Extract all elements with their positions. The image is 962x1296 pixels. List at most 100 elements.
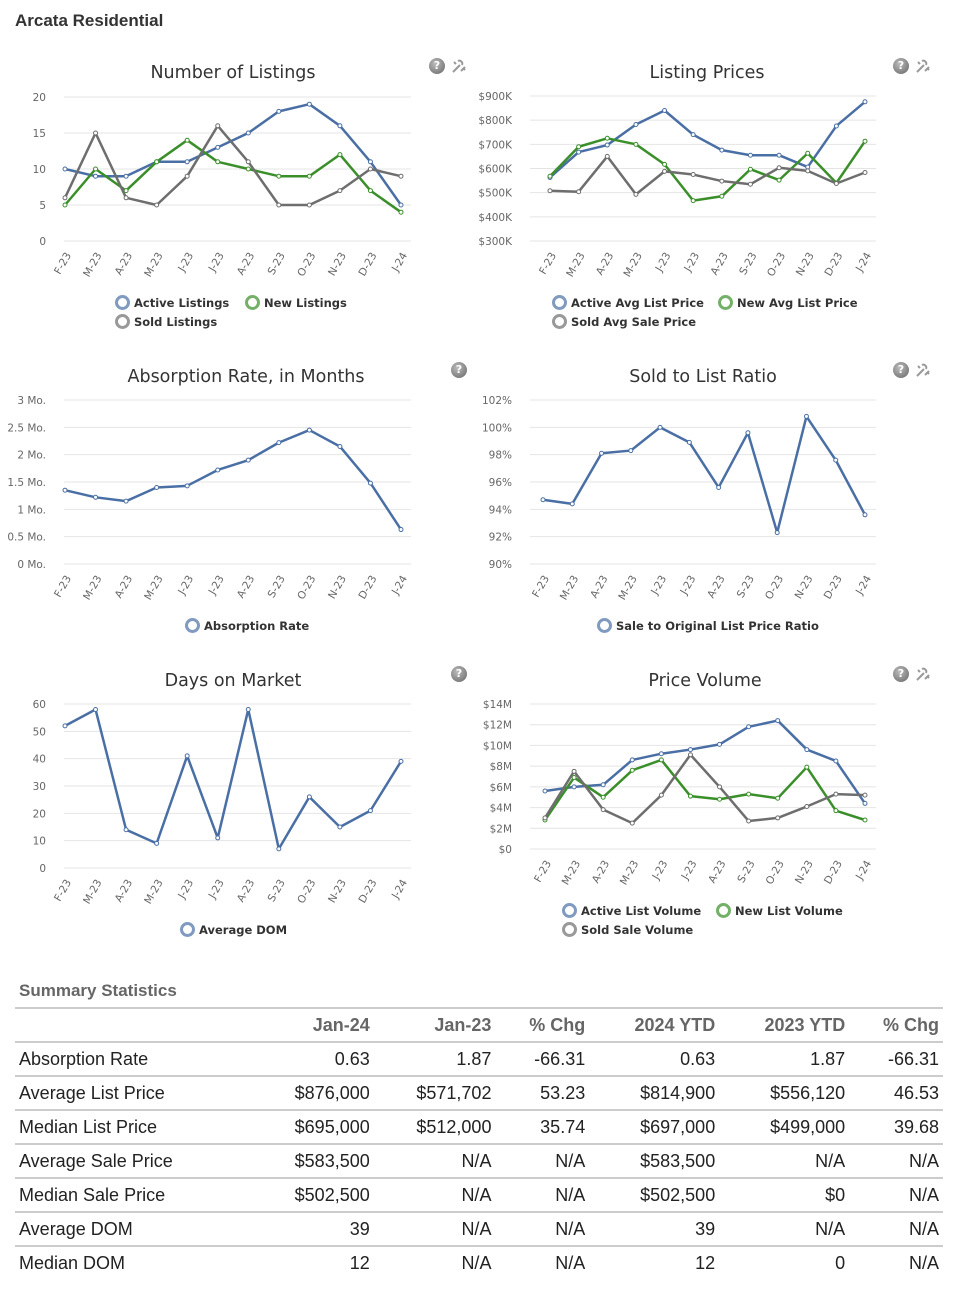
data-point[interactable] <box>690 172 696 178</box>
data-point[interactable] <box>215 467 221 473</box>
data-point[interactable] <box>154 202 160 208</box>
data-point[interactable] <box>662 108 668 113</box>
settings-tools-icon[interactable] <box>915 58 931 74</box>
data-point[interactable] <box>719 193 725 199</box>
settings-tools-icon[interactable] <box>451 58 467 74</box>
data-point[interactable] <box>306 202 312 208</box>
data-point[interactable] <box>276 846 282 852</box>
data-point[interactable] <box>367 808 373 814</box>
data-point[interactable] <box>628 448 634 454</box>
data-point[interactable] <box>690 132 696 138</box>
data-point[interactable] <box>276 108 282 114</box>
data-point[interactable] <box>746 818 752 824</box>
data-point[interactable] <box>215 159 221 165</box>
data-point[interactable] <box>629 757 635 763</box>
data-point[interactable] <box>804 804 810 810</box>
data-point[interactable] <box>245 706 251 712</box>
data-point[interactable] <box>833 758 839 764</box>
help-icon[interactable]: ? <box>429 58 445 74</box>
data-point[interactable] <box>804 764 810 770</box>
data-point[interactable] <box>547 173 553 179</box>
data-point[interactable] <box>337 123 343 129</box>
data-point[interactable] <box>776 152 782 158</box>
legend-item-new[interactable]: New Listings <box>245 295 347 310</box>
data-point[interactable] <box>123 498 129 504</box>
help-icon[interactable]: ? <box>451 362 467 378</box>
data-point[interactable] <box>599 450 605 456</box>
data-point[interactable] <box>833 457 839 463</box>
data-point[interactable] <box>746 724 752 730</box>
data-point[interactable] <box>576 144 582 150</box>
legend-item-active[interactable]: Sale to Original List Price Ratio <box>597 618 819 633</box>
legend-item-active[interactable]: Active Avg List Price <box>552 295 704 310</box>
data-point[interactable] <box>629 767 635 773</box>
legend-item-sold[interactable]: Sold Avg Sale Price <box>552 314 696 329</box>
data-point[interactable] <box>600 782 606 788</box>
legend-item-active[interactable]: Active List Volume <box>562 903 701 918</box>
data-point[interactable] <box>306 101 312 107</box>
data-point[interactable] <box>276 173 282 179</box>
data-point[interactable] <box>571 768 577 774</box>
data-point[interactable] <box>215 144 221 150</box>
data-point[interactable] <box>662 168 668 174</box>
data-point[interactable] <box>215 835 221 841</box>
data-point[interactable] <box>717 784 723 790</box>
data-point[interactable] <box>576 149 582 155</box>
data-point[interactable] <box>604 153 610 159</box>
data-point[interactable] <box>569 501 575 507</box>
data-point[interactable] <box>745 430 751 436</box>
data-point[interactable] <box>123 188 129 194</box>
data-point[interactable] <box>633 122 639 128</box>
data-point[interactable] <box>571 775 577 781</box>
data-point[interactable] <box>804 747 810 753</box>
data-point[interactable] <box>93 166 99 172</box>
data-point[interactable] <box>540 497 546 503</box>
data-point[interactable] <box>93 173 99 179</box>
legend-item-sold[interactable]: Sold Listings <box>115 314 217 329</box>
data-point[interactable] <box>215 123 221 129</box>
data-point[interactable] <box>154 159 160 165</box>
settings-tools-icon[interactable] <box>915 362 931 378</box>
data-point[interactable] <box>62 166 68 172</box>
data-point[interactable] <box>62 202 68 208</box>
data-point[interactable] <box>547 188 553 194</box>
data-point[interactable] <box>747 166 753 172</box>
data-point[interactable] <box>276 440 282 446</box>
data-point[interactable] <box>774 530 780 536</box>
data-point[interactable] <box>154 840 160 846</box>
data-point[interactable] <box>862 792 868 798</box>
data-point[interactable] <box>600 794 606 800</box>
data-point[interactable] <box>367 166 373 172</box>
data-point[interactable] <box>833 808 839 814</box>
data-point[interactable] <box>657 424 663 430</box>
data-point[interactable] <box>184 753 190 759</box>
data-point[interactable] <box>245 159 251 165</box>
data-point[interactable] <box>717 741 723 747</box>
data-point[interactable] <box>398 173 404 179</box>
data-point[interactable] <box>687 793 693 799</box>
data-point[interactable] <box>803 413 809 419</box>
data-point[interactable] <box>775 795 781 801</box>
help-icon[interactable]: ? <box>893 58 909 74</box>
data-point[interactable] <box>604 142 610 148</box>
data-point[interactable] <box>775 815 781 821</box>
legend-item-sold[interactable]: Sold Sale Volume <box>562 922 693 937</box>
data-point[interactable] <box>123 195 129 201</box>
data-point[interactable] <box>805 150 811 156</box>
data-point[interactable] <box>862 99 868 105</box>
data-point[interactable] <box>245 457 251 463</box>
legend-item-active[interactable]: Active Listings <box>115 295 229 310</box>
data-point[interactable] <box>184 483 190 489</box>
data-point[interactable] <box>658 792 664 798</box>
data-point[interactable] <box>93 706 99 712</box>
data-point[interactable] <box>306 794 312 800</box>
data-point[interactable] <box>245 130 251 136</box>
data-point[interactable] <box>245 166 251 172</box>
data-point[interactable] <box>604 135 610 141</box>
data-point[interactable] <box>658 751 664 757</box>
data-point[interactable] <box>542 815 548 821</box>
data-point[interactable] <box>306 173 312 179</box>
data-point[interactable] <box>337 152 343 158</box>
data-point[interactable] <box>776 165 782 171</box>
legend-item-active[interactable]: Absorption Rate <box>185 618 309 633</box>
